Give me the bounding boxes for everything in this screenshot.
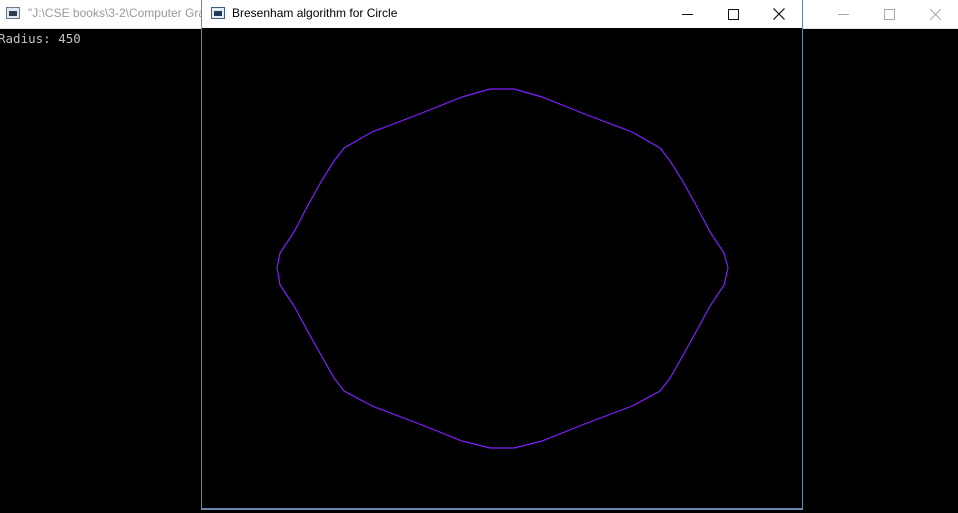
console-maximize-button[interactable] xyxy=(866,0,912,28)
console-close-button[interactable] xyxy=(912,0,958,28)
graphics-window[interactable]: Bresenham algorithm for Circle xyxy=(201,0,803,510)
graphics-app-icon[interactable] xyxy=(211,7,225,19)
maximize-icon xyxy=(727,8,739,20)
graphics-window-title: Bresenham algorithm for Circle xyxy=(232,6,398,20)
console-minimize-button[interactable] xyxy=(820,0,866,28)
close-icon xyxy=(929,8,941,20)
graphics-window-bottom-border xyxy=(202,508,802,510)
graphics-close-button[interactable] xyxy=(756,0,802,28)
graphics-maximize-button[interactable] xyxy=(710,0,756,28)
bresenham-circle xyxy=(276,88,729,449)
console-title: "J:\CSE books\3-2\Computer Gra xyxy=(28,6,203,20)
graphics-window-controls xyxy=(664,0,802,28)
console-output-text: Radius: 450 xyxy=(0,31,81,46)
console-app-icon[interactable] xyxy=(6,7,20,19)
close-icon xyxy=(773,8,785,20)
graphics-titlebar[interactable]: Bresenham algorithm for Circle xyxy=(202,0,802,28)
graphics-minimize-button[interactable] xyxy=(664,0,710,28)
minimize-icon xyxy=(681,13,693,15)
maximize-icon xyxy=(883,8,895,20)
minimize-icon xyxy=(837,13,849,15)
console-window-controls xyxy=(820,0,958,28)
graphics-canvas xyxy=(202,29,802,508)
circle-drawing xyxy=(276,88,729,449)
